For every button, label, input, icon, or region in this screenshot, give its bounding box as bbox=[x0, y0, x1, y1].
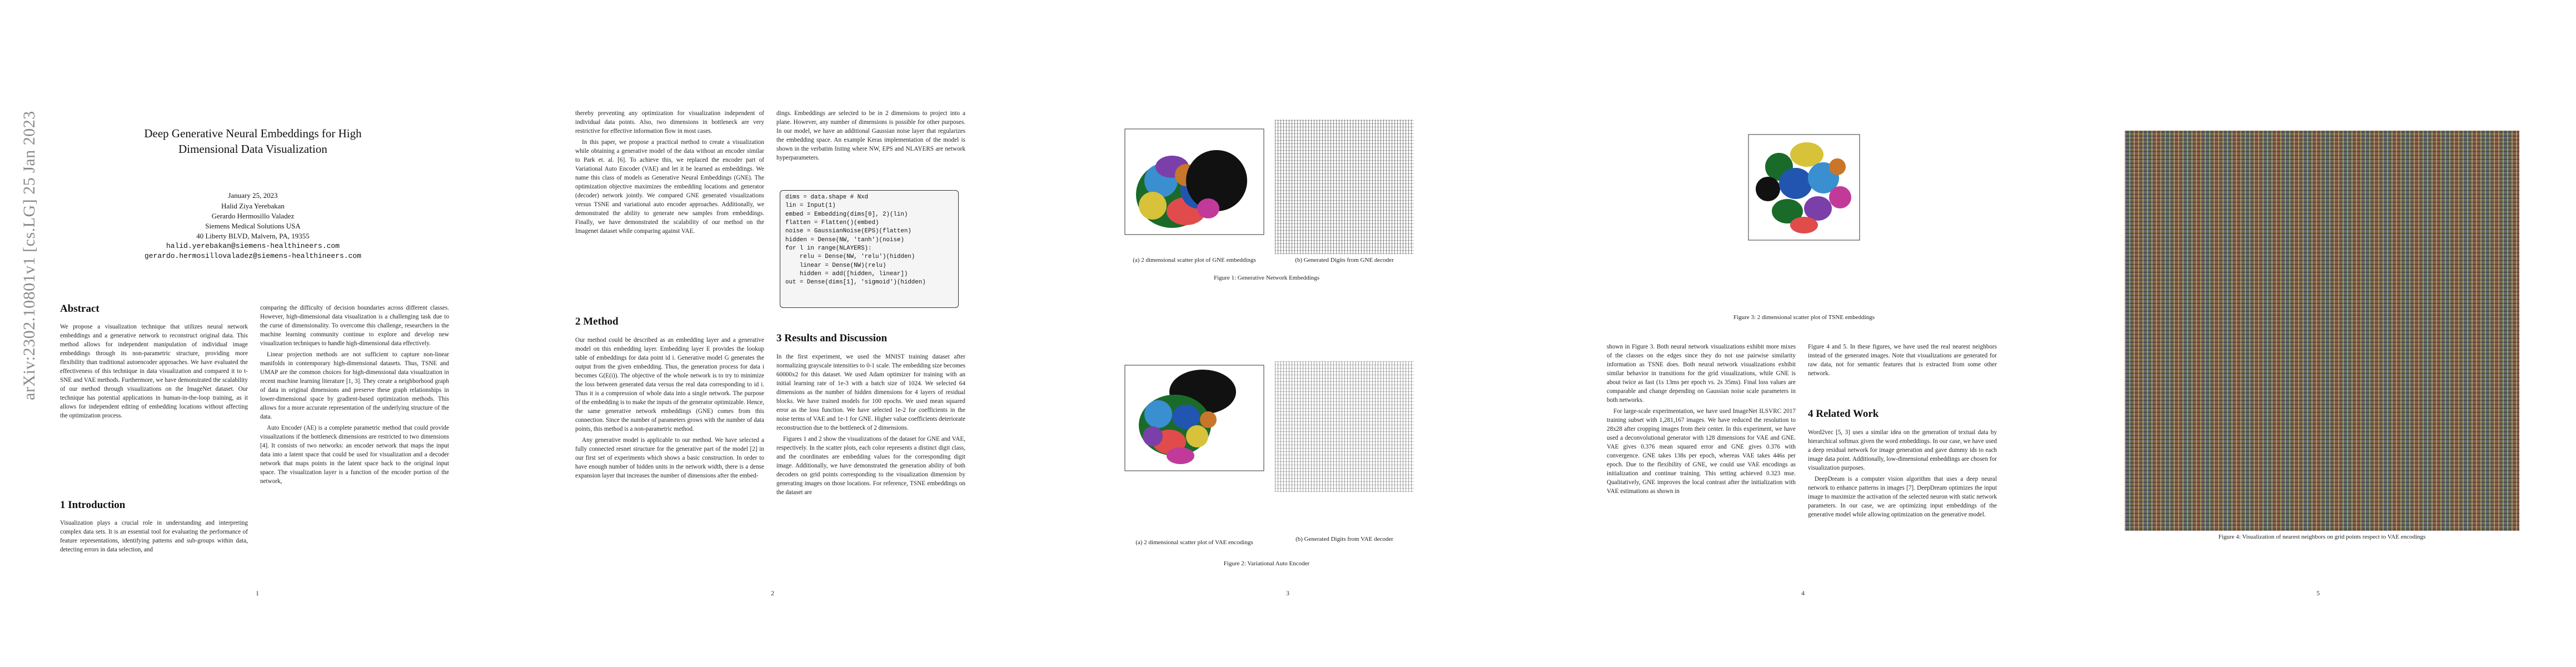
page1-column-2: comparing the difficulty of decision bou… bbox=[260, 303, 449, 488]
page2-column-2: dings. Embeddings are selected to be in … bbox=[776, 109, 965, 165]
results-text: In the first experiment, we used the MNI… bbox=[776, 352, 965, 499]
intro-paragraph: Visualization plays a crucial role in un… bbox=[60, 520, 248, 554]
results-paragraph-1: In the first experiment, we used the MNI… bbox=[776, 354, 965, 432]
figure-1-caption: Figure 1: Generative Network Embeddings bbox=[1213, 275, 1319, 281]
method-text: Our method could be described as an embe… bbox=[575, 336, 764, 482]
code-line: hidden = Dense(NW, 'tanh')(noise) bbox=[785, 236, 904, 243]
p2-paragraph-1: thereby preventing any optimization for … bbox=[575, 110, 764, 135]
gne-generated-digits-grid bbox=[1275, 120, 1414, 254]
arxiv-stamp: arXiv:2302.10801v1 [cs.LG] 25 Jan 2023 bbox=[20, 111, 38, 400]
col2-paragraph-3: Auto Encoder (AE) is a complete parametr… bbox=[260, 425, 449, 485]
author-name-2: Gerardo Hermosillo Valadez bbox=[211, 212, 295, 220]
code-line: hidden = add([hidden, linear]) bbox=[785, 270, 908, 277]
author-affiliation: Siemens Medical Solutions USA bbox=[205, 222, 301, 230]
nearest-neighbor-image-mosaic bbox=[2125, 131, 2519, 531]
intro-text: Visualization plays a crucial role in un… bbox=[60, 519, 248, 556]
code-listing: dims = data.shape # Nxd lin = Input(1) e… bbox=[780, 190, 959, 308]
page-number-2: 2 bbox=[771, 589, 774, 597]
abstract-paragraph: We propose a visualization technique tha… bbox=[60, 323, 248, 420]
code-line: out = Dense(dims[1], 'sigmoid')(hidden) bbox=[785, 279, 926, 286]
figure-2-caption: Figure 2: Variational Auto Encoder bbox=[1223, 560, 1310, 567]
code-line: flatten = Flatten()(embed) bbox=[785, 219, 879, 226]
figure-1b-caption: (b) Generated Digits from GNE decoder bbox=[1295, 257, 1394, 263]
page-number-4: 4 bbox=[1801, 589, 1805, 597]
intro-heading: 1 Introduction bbox=[60, 499, 126, 511]
page-4: Figure 3: 2 dimensional scatter plot of … bbox=[1546, 0, 2061, 667]
method-paragraph-2: Any generative model is applicable to ou… bbox=[575, 437, 764, 480]
vae-scatter-plot bbox=[1124, 365, 1264, 471]
abstract-heading: Abstract bbox=[60, 303, 99, 315]
related-paragraph-1: Word2vec [5, 3] uses a similar idea on t… bbox=[1808, 429, 1997, 472]
col2-paragraph-1: comparing the difficulty of decision bou… bbox=[260, 305, 449, 347]
paper-title: Deep Generative Neural Embeddings for Hi… bbox=[144, 127, 362, 156]
code-line: dims = data.shape # Nxd bbox=[785, 194, 869, 201]
author-name-1: Halid Ziya Yerebakan bbox=[221, 202, 285, 210]
p2-col2-paragraph: dings. Embeddings are selected to be in … bbox=[776, 110, 965, 162]
tsne-scatter-plot bbox=[1748, 134, 1860, 241]
vae-generated-digits-grid bbox=[1275, 361, 1414, 492]
author-email-1: halid.yerebakan@siemens-healthineers.com bbox=[166, 242, 340, 250]
code-line: lin = Input(1) bbox=[785, 202, 836, 210]
page-5: Figure 4: Visualization of nearest neigh… bbox=[2061, 0, 2576, 667]
p2-paragraph-2: In this paper, we propose a practical me… bbox=[575, 139, 764, 235]
col2-paragraph-2: Linear projection methods are not suffic… bbox=[260, 351, 449, 421]
related-paragraph-2: DeepDream is a computer vision algorithm… bbox=[1808, 476, 1997, 519]
author-email-2: gerardo.hermosillovaladez@siemens-health… bbox=[144, 252, 362, 260]
page2-column-1: thereby preventing any optimization for … bbox=[575, 109, 764, 238]
code-line: embed = Embedding(dims[0], 2)(lin) bbox=[785, 211, 908, 218]
paper-date: January 25, 2023 bbox=[228, 191, 278, 200]
p4-paragraph-1: shown in Figure 3. Both neural network v… bbox=[1607, 344, 1796, 404]
page-1: arXiv:2302.10801v1 [cs.LG] 25 Jan 2023 D… bbox=[0, 0, 515, 667]
abstract-text: We propose a visualization technique tha… bbox=[60, 322, 248, 422]
page-number-5: 5 bbox=[2316, 589, 2320, 597]
gne-scatter-plot bbox=[1124, 128, 1264, 235]
figure-3-caption: Figure 3: 2 dimensional scatter plot of … bbox=[1733, 314, 1875, 321]
results-heading: 3 Results and Discussion bbox=[776, 332, 888, 344]
p4-paragraph-2: For large-scale experimentation, we have… bbox=[1607, 408, 1796, 495]
figure-2a-caption: (a) 2 dimensional scatter plot of VAE en… bbox=[1135, 539, 1253, 546]
method-heading: 2 Method bbox=[575, 316, 619, 327]
author-address: 40 Liberty BLVD, Malvern, PA, 19355 bbox=[196, 232, 310, 240]
page-3: (a) 2 dimensional scatter plot of GNE em… bbox=[1030, 0, 1546, 667]
code-line: noise = GaussianNoise(EPS)(flatten) bbox=[785, 228, 911, 235]
results-paragraph-2: Figures 1 and 2 show the visualizations … bbox=[776, 436, 965, 496]
code-line: for l in range(NLAYERS): bbox=[785, 245, 872, 252]
figure-4-caption: Figure 4: Visualization of nearest neigh… bbox=[2218, 534, 2426, 540]
page-2: thereby preventing any optimization for … bbox=[515, 0, 1030, 667]
figure-2b-caption: (b) Generated Digits from VAE decoder bbox=[1296, 536, 1393, 542]
figure-1a-caption: (a) 2 dimensional scatter plot of GNE em… bbox=[1133, 257, 1256, 263]
page4-column-2: Figure 4 and 5. In these figures, we hav… bbox=[1808, 342, 1997, 380]
related-work-heading: 4 Related Work bbox=[1808, 408, 1879, 420]
related-work-text: Word2vec [5, 3] uses a similar idea on t… bbox=[1808, 428, 1997, 521]
code-line: linear = Dense(NW)(relu) bbox=[785, 262, 886, 269]
code-line: relu = Dense(NW, 'relu')(hidden) bbox=[785, 253, 915, 261]
page4-column-1: shown in Figure 3. Both neural network v… bbox=[1607, 342, 1796, 498]
method-paragraph-1: Our method could be described as an embe… bbox=[575, 337, 764, 433]
page-number-1: 1 bbox=[256, 589, 259, 597]
page-number-3: 3 bbox=[1286, 589, 1289, 597]
p4-col2-paragraph: Figure 4 and 5. In these figures, we hav… bbox=[1808, 344, 1997, 377]
